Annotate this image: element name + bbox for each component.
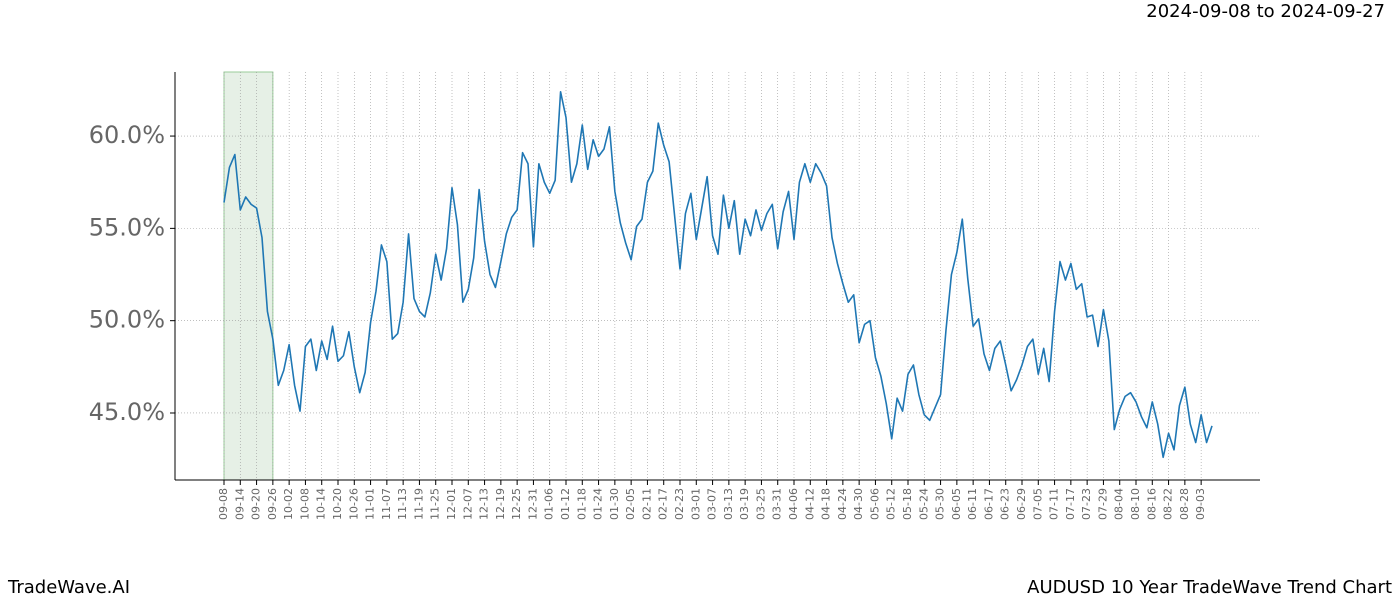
x-tick-label: 11-19	[412, 488, 425, 520]
x-tick-label: 11-13	[396, 488, 409, 520]
x-tick-label: 05-06	[868, 488, 881, 520]
date-range: 2024-09-08 to 2024-09-27	[1146, 1, 1385, 22]
x-tick-label: 11-07	[380, 488, 393, 520]
x-tick-label: 01-18	[575, 488, 588, 520]
x-tick-label: 07-05	[1031, 488, 1044, 520]
x-tick-label: 02-17	[657, 488, 670, 520]
chart-title: AUDUSD 10 Year TradeWave Trend Chart	[1027, 577, 1392, 598]
x-tick-label: 06-05	[950, 488, 963, 520]
x-tick-label: 07-23	[1080, 488, 1093, 520]
x-tick-label: 01-24	[592, 488, 605, 520]
x-tick-label: 01-30	[608, 488, 621, 520]
x-tick-label: 04-06	[787, 488, 800, 520]
x-tick-label: 09-26	[266, 488, 279, 520]
y-tick-label: 60.0%	[89, 121, 165, 149]
x-tick-label: 03-07	[706, 488, 719, 520]
x-tick-label: 01-12	[559, 488, 572, 520]
y-tick-label: 45.0%	[89, 398, 165, 426]
x-tick-label: 02-05	[624, 488, 637, 520]
x-tick-label: 09-14	[233, 488, 246, 520]
x-tick-label: 04-30	[852, 488, 865, 520]
x-tick-label: 11-25	[429, 488, 442, 520]
x-tick-label: 01-06	[543, 488, 556, 520]
x-tick-label: 03-31	[771, 488, 784, 520]
y-tick-label: 50.0%	[89, 306, 165, 334]
x-tick-label: 04-12	[803, 488, 816, 520]
x-tick-label: 12-25	[510, 488, 523, 520]
x-tick-label: 06-17	[982, 488, 995, 520]
x-tick-label: 08-16	[1145, 488, 1158, 520]
x-tick-label: 05-12	[885, 488, 898, 520]
x-tick-label: 07-17	[1064, 488, 1077, 520]
x-tick-label: 11-01	[364, 488, 377, 520]
x-tick-label: 05-18	[901, 488, 914, 520]
x-tick-label: 12-13	[478, 488, 491, 520]
x-tick-label: 07-29	[1096, 488, 1109, 520]
x-tick-label: 12-07	[461, 488, 474, 520]
x-tick-label: 10-02	[282, 488, 295, 520]
x-tick-label: 06-29	[1015, 488, 1028, 520]
x-tick-label: 09-03	[1194, 488, 1207, 520]
y-tick-label: 55.0%	[89, 213, 165, 241]
x-tick-label: 05-24	[917, 488, 930, 520]
x-tick-label: 10-26	[347, 488, 360, 520]
x-tick-label: 08-28	[1178, 488, 1191, 520]
x-tick-label: 12-19	[494, 488, 507, 520]
line-series	[223, 90, 1213, 459]
x-tick-label: 05-30	[934, 488, 947, 520]
x-tick-label: 09-08	[217, 488, 230, 520]
x-tick-label: 10-20	[331, 488, 344, 520]
x-tick-label: 10-08	[298, 488, 311, 520]
x-tick-label: 04-24	[836, 488, 849, 520]
x-tick-label: 03-25	[754, 488, 767, 520]
x-tick-label: 03-13	[722, 488, 735, 520]
x-tick-label: 10-14	[315, 488, 328, 520]
x-tick-label: 06-23	[999, 488, 1012, 520]
x-tick-label: 02-23	[673, 488, 686, 520]
x-tick-label: 09-20	[250, 488, 263, 520]
brand: TradeWave.AI	[7, 577, 130, 598]
x-tick-label: 04-18	[820, 488, 833, 520]
x-tick-label: 08-10	[1129, 488, 1142, 520]
x-tick-label: 02-11	[640, 488, 653, 520]
x-tick-label: 08-04	[1113, 488, 1126, 520]
x-tick-label: 03-19	[738, 488, 751, 520]
x-tick-label: 03-01	[689, 488, 702, 520]
x-tick-label: 06-11	[966, 488, 979, 520]
x-tick-label: 12-01	[445, 488, 458, 520]
x-tick-label: 07-11	[1048, 488, 1061, 520]
x-tick-label: 12-31	[526, 488, 539, 520]
x-tick-label: 08-22	[1162, 488, 1175, 520]
